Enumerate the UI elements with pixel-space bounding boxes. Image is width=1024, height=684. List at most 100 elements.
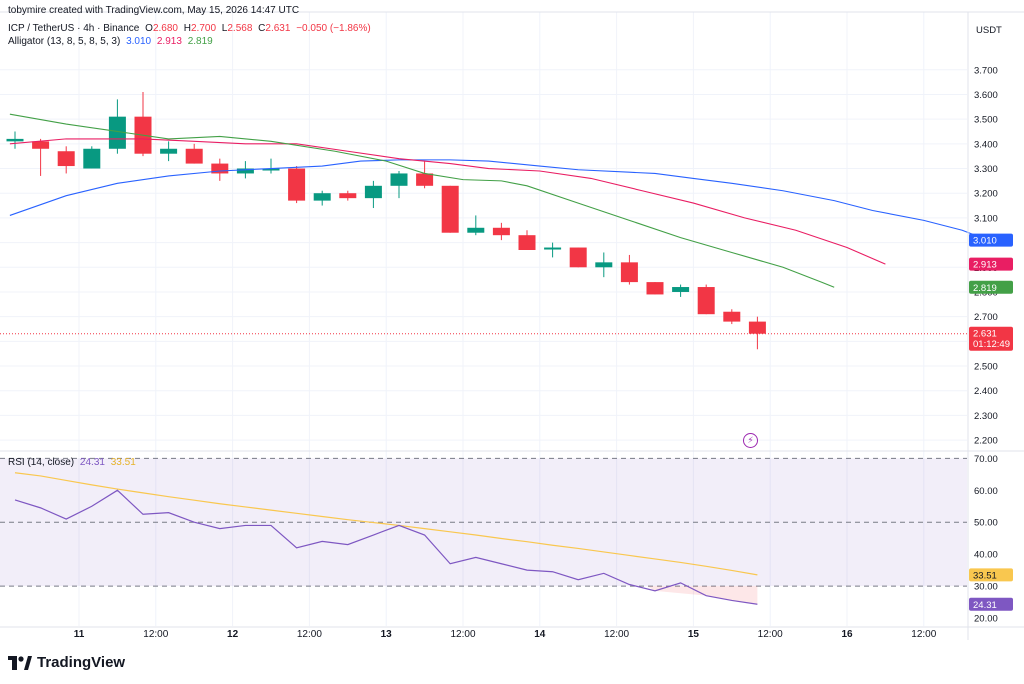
x-tick-label: 12:00 [911,629,936,640]
rsi-tick-label: 30.00 [974,582,998,593]
rsi-line [14,489,758,605]
grid [0,12,967,626]
lips-value: 2.819 [187,36,213,47]
low-label: L [221,23,228,34]
candle-body [364,185,382,199]
candle-body [595,262,613,268]
candle-body [313,193,331,201]
symbol-title[interactable]: ICP / TetherUS · 4h · Binance [8,23,140,34]
tradingview-logo: TradingView [8,654,125,671]
candle-body [416,173,434,186]
rsi-tick-label: 70.00 [974,454,998,465]
tradingview-logo-icon [8,655,32,670]
teeth-tag: 2.913 [973,260,997,271]
high-value: 2.700 [190,23,217,34]
candles [6,91,766,350]
last-price-tag: 2.631 [973,329,997,340]
y-tick-label: 3.100 [974,213,998,224]
jaw-tag: 3.010 [973,236,997,247]
x-tick-label: 16 [841,629,853,640]
y-tick-label: 2.500 [974,362,998,373]
candle-body [723,311,741,322]
y-tick-label: 3.500 [974,115,998,126]
teeth-tag-bg [969,257,1013,271]
lips-tag-bg [969,280,1013,294]
jaw-value: 3.010 [126,36,152,47]
candle-body [211,163,229,174]
rsi-tick-label: 40.00 [974,550,998,561]
alligator-lips-line [9,113,835,288]
candle-body [6,138,24,142]
credit-text: tobymire created with TradingView.com, M… [8,5,300,16]
x-tick-label: 15 [688,629,700,640]
x-tick-label: 12:00 [758,629,783,640]
rsi-value: 24.31 [79,457,105,468]
open-value: 2.680 [152,23,178,34]
candle-body [672,287,690,292]
rsi-ma-line [14,472,758,576]
candle-body [518,235,536,250]
y-tick-label: 3.200 [974,189,998,200]
candle-body [441,185,459,233]
last-price-tag-bg [969,326,1013,351]
open-label: O [145,23,153,34]
candle-body [569,247,587,268]
rsi-ma-value: 33.51 [110,457,136,468]
y-tick-label: 2.200 [974,436,998,447]
alligator-lines [0,113,988,335]
author-credit: tobymire created with TradingView.com, M… [8,5,302,16]
candle-body [390,173,408,186]
candle-body [339,193,357,199]
close-value: 2.631 [265,23,291,34]
y-tick-label: 3.600 [974,90,998,101]
rsi-tick-label: 50.00 [974,518,998,529]
x-tick-label: 12:00 [450,629,475,640]
x-tick-label: 12:00 [297,629,322,640]
alligator-teeth-line [9,138,886,265]
teeth-value: 2.913 [156,36,182,47]
candle-body [57,151,75,167]
candle-body [262,168,280,171]
brand-name: TradingView [37,654,126,671]
change-value: −0.050 (−1.86%) [296,23,371,34]
axes: 11 12:00 12 12:00 13 12:00 14 12:00 15 12:00 16 12:… [0,11,1024,640]
symbol-legend[interactable]: ICP / TetherUS · 4h · Binance O2.680 H2.… [8,23,374,34]
candle-body [236,168,254,174]
countdown-tag: 01:12:49 [973,339,1010,350]
lightning-icon[interactable]: ⚡ [743,433,758,448]
y-tick-label: 3.400 [974,139,998,150]
x-tick-label: 13 [381,629,393,640]
x-tick-label: 14 [534,629,546,640]
candle-body [32,141,50,149]
rsi-label[interactable]: RSI (14, close) [8,457,75,468]
jaw-tag-bg [969,233,1013,247]
x-tick-label: 12:00 [143,629,168,640]
lips-tag: 2.819 [973,283,997,294]
y-tick-label: 2.700 [974,312,998,323]
currency-label: USDT [976,25,1002,36]
rsi-tick-label: 20.00 [974,614,998,625]
candle-body [467,227,485,233]
y-tick-label: 2.400 [974,386,998,397]
rsi-tag-bg [969,597,1013,611]
close-label: C [258,23,266,34]
rsi-ma-tag: 33.51 [973,570,997,581]
x-tick-label: 11 [74,629,85,640]
rsi-tag: 24.31 [973,600,997,611]
rsi-pane [0,457,967,605]
candle-body [160,148,178,154]
rsi-legend[interactable]: RSI (14, close) 24.31 33.51 [8,457,139,468]
alligator-legend[interactable]: Alligator (13, 8, 5, 8, 5, 3) 3.010 2.91… [8,36,216,47]
low-value: 2.568 [227,23,253,34]
y-tick-label: 2.300 [974,411,998,422]
high-label: H [183,23,191,34]
candle-body [108,116,126,149]
candle-body [492,227,510,236]
candle-body [748,321,766,334]
alligator-label[interactable]: Alligator (13, 8, 5, 8, 5, 3) [8,36,121,47]
y-tick-label: 3.700 [974,65,998,76]
candle-body [288,168,306,201]
rsi-ma-tag-bg [969,568,1013,582]
